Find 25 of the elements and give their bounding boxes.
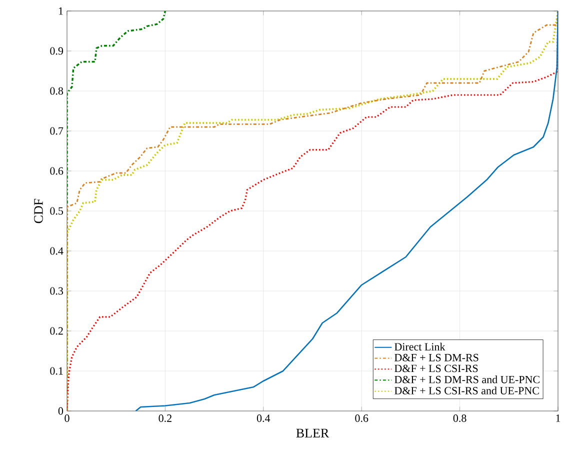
y-axis-title: CDF xyxy=(34,198,43,224)
y-tick-label: 1 xyxy=(58,7,63,15)
legend-label: D&F + LS CSI-RS xyxy=(394,364,478,372)
x-tick-label: 0.4 xyxy=(256,414,270,422)
y-tick-label: 0.4 xyxy=(50,247,64,255)
x-tick-label: 1 xyxy=(556,414,560,422)
x-tick-label: 0.2 xyxy=(158,414,172,422)
y-tick-label: 0.7 xyxy=(50,127,64,135)
y-tick-label: 0.5 xyxy=(50,207,64,215)
x-tick-label: 0 xyxy=(64,414,70,422)
y-tick-label: 0.1 xyxy=(50,367,63,375)
x-tick-label: 0.8 xyxy=(453,414,466,422)
y-tick-label: 0.6 xyxy=(50,167,64,175)
legend-label: Direct Link xyxy=(394,342,446,350)
x-axis-title: BLER xyxy=(296,428,330,438)
y-tick-label: 0.9 xyxy=(50,47,64,55)
y-tick-label: 0 xyxy=(58,407,64,415)
y-tick-label: 0.2 xyxy=(50,327,63,335)
legend-label: D&F + LS CSI-RS and UE-PNC xyxy=(394,386,539,394)
y-tick-label: 0.8 xyxy=(50,87,64,95)
legend-label: D&F + LS DM-RS xyxy=(394,354,478,362)
x-tick-label: 0.6 xyxy=(355,414,368,422)
legend-label: D&F + LS DM-RS and UE-PNC xyxy=(394,376,540,384)
line-series xyxy=(67,10,166,411)
y-tick-label: 0.3 xyxy=(50,287,64,295)
